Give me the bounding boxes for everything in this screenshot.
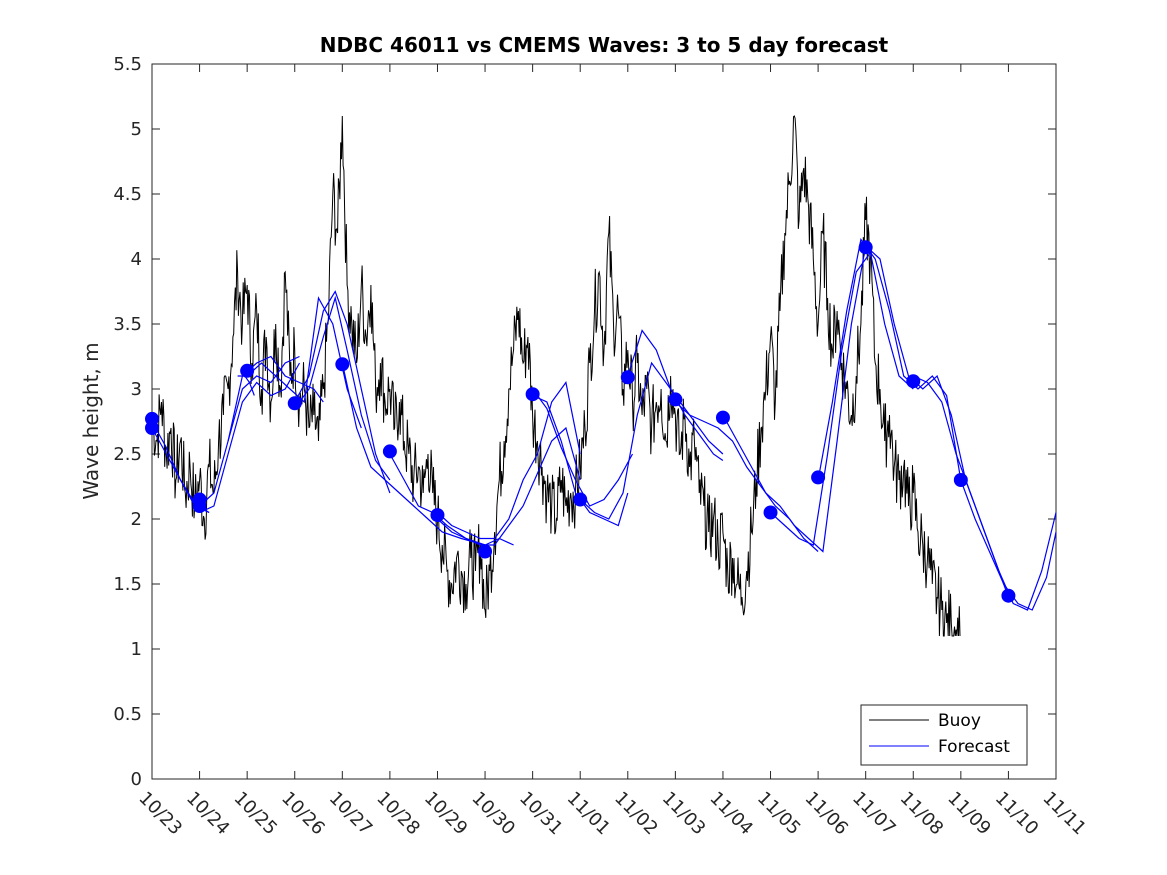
forecast-marker [287,396,302,411]
y-tick-label: 2 [131,509,142,530]
forecast-marker [811,470,826,485]
forecast-line-5 [237,375,255,396]
y-tick-label: 2.5 [113,444,142,465]
forecast-line-8 [294,295,391,481]
forecast-line-10 [389,453,514,546]
y-tick-label: 1 [131,639,142,660]
forecast-line-22 [913,375,1057,611]
forecast-marker [382,444,397,459]
axes-box [151,63,1057,780]
forecast-line-15 [579,361,724,520]
y-tick-label: 3 [131,379,142,400]
forecast-marker [858,240,873,255]
legend-box [860,704,1028,766]
forecast-marker [715,410,730,425]
forecast-marker [620,370,635,385]
forecast-line-11 [437,426,581,546]
forecast-line-20 [817,238,962,481]
forecast-marker [240,363,255,378]
forecast-line-2 [199,362,301,514]
forecast-line-9 [341,362,486,546]
legend-forecast-label: Forecast [938,737,1010,757]
y-tick-label: 0.5 [113,704,142,725]
forecast-marker [192,499,207,513]
chart-title: NDBC 46011 vs CMEMS Waves: 3 to 5 day fo… [320,33,889,57]
forecast-marker [573,492,588,507]
legend-buoy-label: Buoy [938,711,981,731]
forecast-marker [1001,588,1016,603]
y-tick-label: 5.5 [113,54,142,75]
y-tick-label: 0 [131,769,142,790]
legend: Buoy Forecast [860,704,1028,766]
forecast-line-18 [722,245,867,553]
forecast-marker [335,357,350,372]
forecast-line-12 [437,381,581,540]
forecast-marker [668,392,683,407]
y-tick-label: 1.5 [113,574,142,595]
y-tick-label: 4 [131,249,142,270]
y-axis-label: Wave height, m [79,342,103,499]
forecast-marker [145,411,159,426]
buoy-series-line [151,115,961,637]
forecast-marker [525,387,540,402]
forecast-marker [953,473,968,487]
y-tick-label: 3.5 [113,314,142,335]
y-tick-label: 5 [131,119,142,140]
forecast-marker [906,374,921,389]
y-tick-label: 4.5 [113,184,142,205]
forecast-marker [478,544,493,559]
forecast-marker [763,505,778,520]
forecast-line-7 [294,290,391,494]
forecast-line-19 [770,251,914,546]
forecast-marker [430,508,445,523]
